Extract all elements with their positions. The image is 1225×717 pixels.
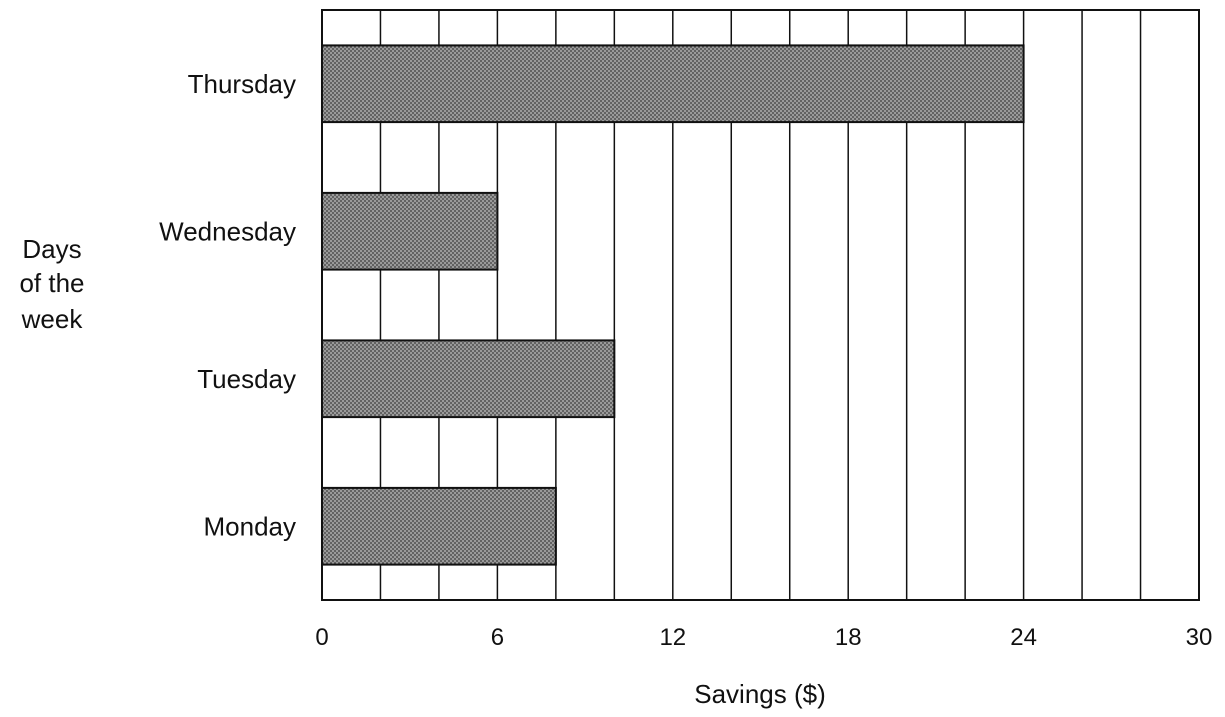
- y-axis-label: Days of the week: [19, 234, 84, 334]
- bars: [321, 44, 1025, 566]
- y-category-labels: Thursday Wednesday Tuesday Monday: [159, 69, 296, 542]
- x-tick-label: 0: [315, 624, 328, 651]
- x-axis-label: Savings ($): [694, 679, 826, 709]
- category-label: Tuesday: [197, 364, 296, 394]
- x-tick-label: 6: [491, 624, 504, 651]
- category-label: Monday: [204, 511, 297, 541]
- x-tick-label: 24: [1010, 624, 1037, 651]
- y-axis-label-line: Days: [22, 234, 81, 264]
- bar: [321, 44, 1025, 124]
- y-axis-label-line: of the: [19, 268, 84, 298]
- plot-frame: [321, 9, 1200, 601]
- bar: [321, 486, 557, 566]
- bar: [321, 191, 499, 271]
- y-axis-label-line: week: [21, 304, 84, 334]
- category-label: Thursday: [188, 69, 296, 99]
- x-tick-labels: 0 6 12 18 24 30: [315, 624, 1212, 651]
- x-tick-label: 30: [1186, 624, 1213, 651]
- x-tick-label: 12: [659, 624, 686, 651]
- bar: [321, 339, 616, 419]
- x-tick-label: 18: [835, 624, 862, 651]
- category-label: Wednesday: [159, 216, 296, 246]
